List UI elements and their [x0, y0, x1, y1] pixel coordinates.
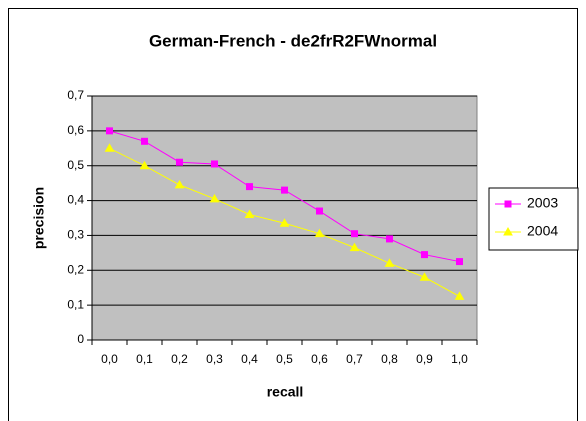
x-tick-label: 0,2 — [171, 352, 188, 366]
marker — [456, 258, 463, 266]
y-tick-label: 0,6 — [67, 123, 84, 137]
x-tick-label: 0,8 — [381, 352, 398, 366]
marker — [209, 193, 220, 203]
marker — [174, 179, 185, 189]
marker — [104, 143, 115, 152]
marker — [139, 160, 150, 170]
x-tick-label: 0,5 — [276, 352, 293, 366]
legend-label: 2003 — [527, 195, 558, 211]
marker — [244, 209, 255, 219]
marker — [141, 137, 148, 145]
chart-title: German-French - de2frR2FWnormal — [149, 31, 437, 50]
y-tick-label: 0,4 — [67, 193, 84, 207]
legend-label: 2004 — [527, 223, 558, 239]
y-tick-label: 0 — [77, 332, 84, 346]
marker — [281, 186, 288, 194]
legend-marker — [504, 200, 512, 208]
x-tick-label: 0,7 — [346, 352, 363, 366]
marker — [176, 158, 183, 166]
legend-marker — [503, 226, 513, 236]
marker — [279, 218, 290, 227]
y-tick-label: 0,3 — [67, 228, 84, 242]
marker — [421, 251, 428, 259]
x-tick-label: 0,6 — [311, 352, 328, 366]
marker — [246, 183, 253, 191]
x-tick-label: 1,0 — [451, 352, 468, 366]
marker — [349, 242, 360, 252]
marker — [384, 258, 395, 267]
y-tick-label: 0,1 — [67, 297, 84, 311]
y-axis-label: precision — [31, 187, 47, 249]
marker — [316, 207, 323, 215]
marker — [106, 127, 113, 135]
x-tick-label: 0,3 — [206, 352, 223, 366]
marker — [419, 272, 430, 281]
x-tick-label: 0,4 — [241, 352, 258, 366]
marker — [386, 235, 393, 243]
y-tick-label: 0,7 — [67, 88, 84, 102]
marker — [314, 228, 325, 238]
marker — [211, 160, 218, 168]
legend-box — [488, 187, 579, 251]
plot-area — [91, 95, 478, 341]
x-tick-label: 0,9 — [416, 352, 433, 366]
marker — [351, 230, 358, 238]
x-axis-label: recall — [267, 384, 304, 400]
x-tick-label: 0,0 — [101, 352, 118, 366]
marker — [454, 291, 465, 300]
y-tick-label: 0,5 — [67, 158, 84, 172]
x-tick-label: 0,1 — [136, 352, 153, 366]
y-tick-label: 0,2 — [67, 262, 84, 276]
